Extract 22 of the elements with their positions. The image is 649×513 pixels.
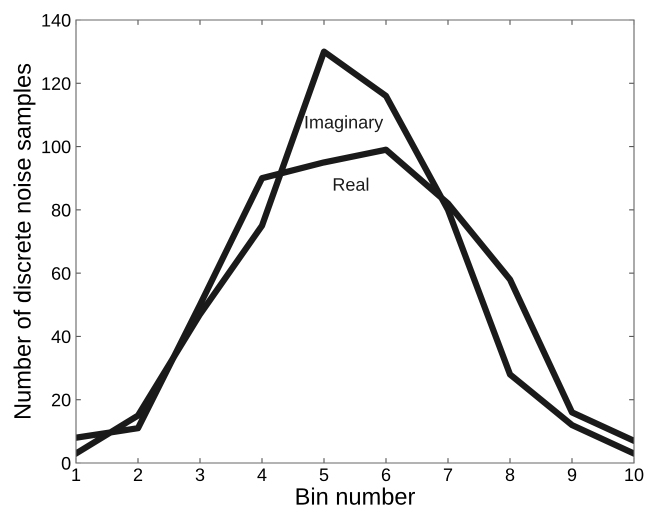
- x-tick-label: 10: [625, 468, 644, 482]
- x-tick-label: 4: [257, 468, 266, 481]
- x-tick-label: 5: [320, 468, 328, 482]
- y-tick-label: 100: [42, 140, 70, 154]
- y-axis-title: Number of discrete noise samples: [13, 64, 36, 418]
- y-tick-label: 120: [42, 77, 70, 90]
- y-tick-label: 0: [62, 456, 70, 470]
- x-tick-label: 9: [568, 468, 576, 482]
- series-label: Real: [334, 178, 368, 191]
- y-tick-label: 60: [52, 267, 70, 280]
- x-tick-label: 6: [382, 468, 390, 482]
- x-tick-label: 1: [72, 468, 80, 481]
- x-tick-label: 8: [506, 468, 514, 482]
- y-tick-label: 20: [52, 394, 70, 406]
- x-tick-label: 3: [196, 468, 204, 482]
- x-axis-title: Bin number: [296, 487, 415, 505]
- x-tick-label: 2: [134, 468, 142, 481]
- y-tick-label: 80: [52, 204, 70, 217]
- y-tick-label: 40: [51, 330, 70, 344]
- x-tick-label: 7: [444, 468, 452, 481]
- series-label: Imaginary: [306, 115, 384, 132]
- y-tick-label: 140: [42, 14, 70, 27]
